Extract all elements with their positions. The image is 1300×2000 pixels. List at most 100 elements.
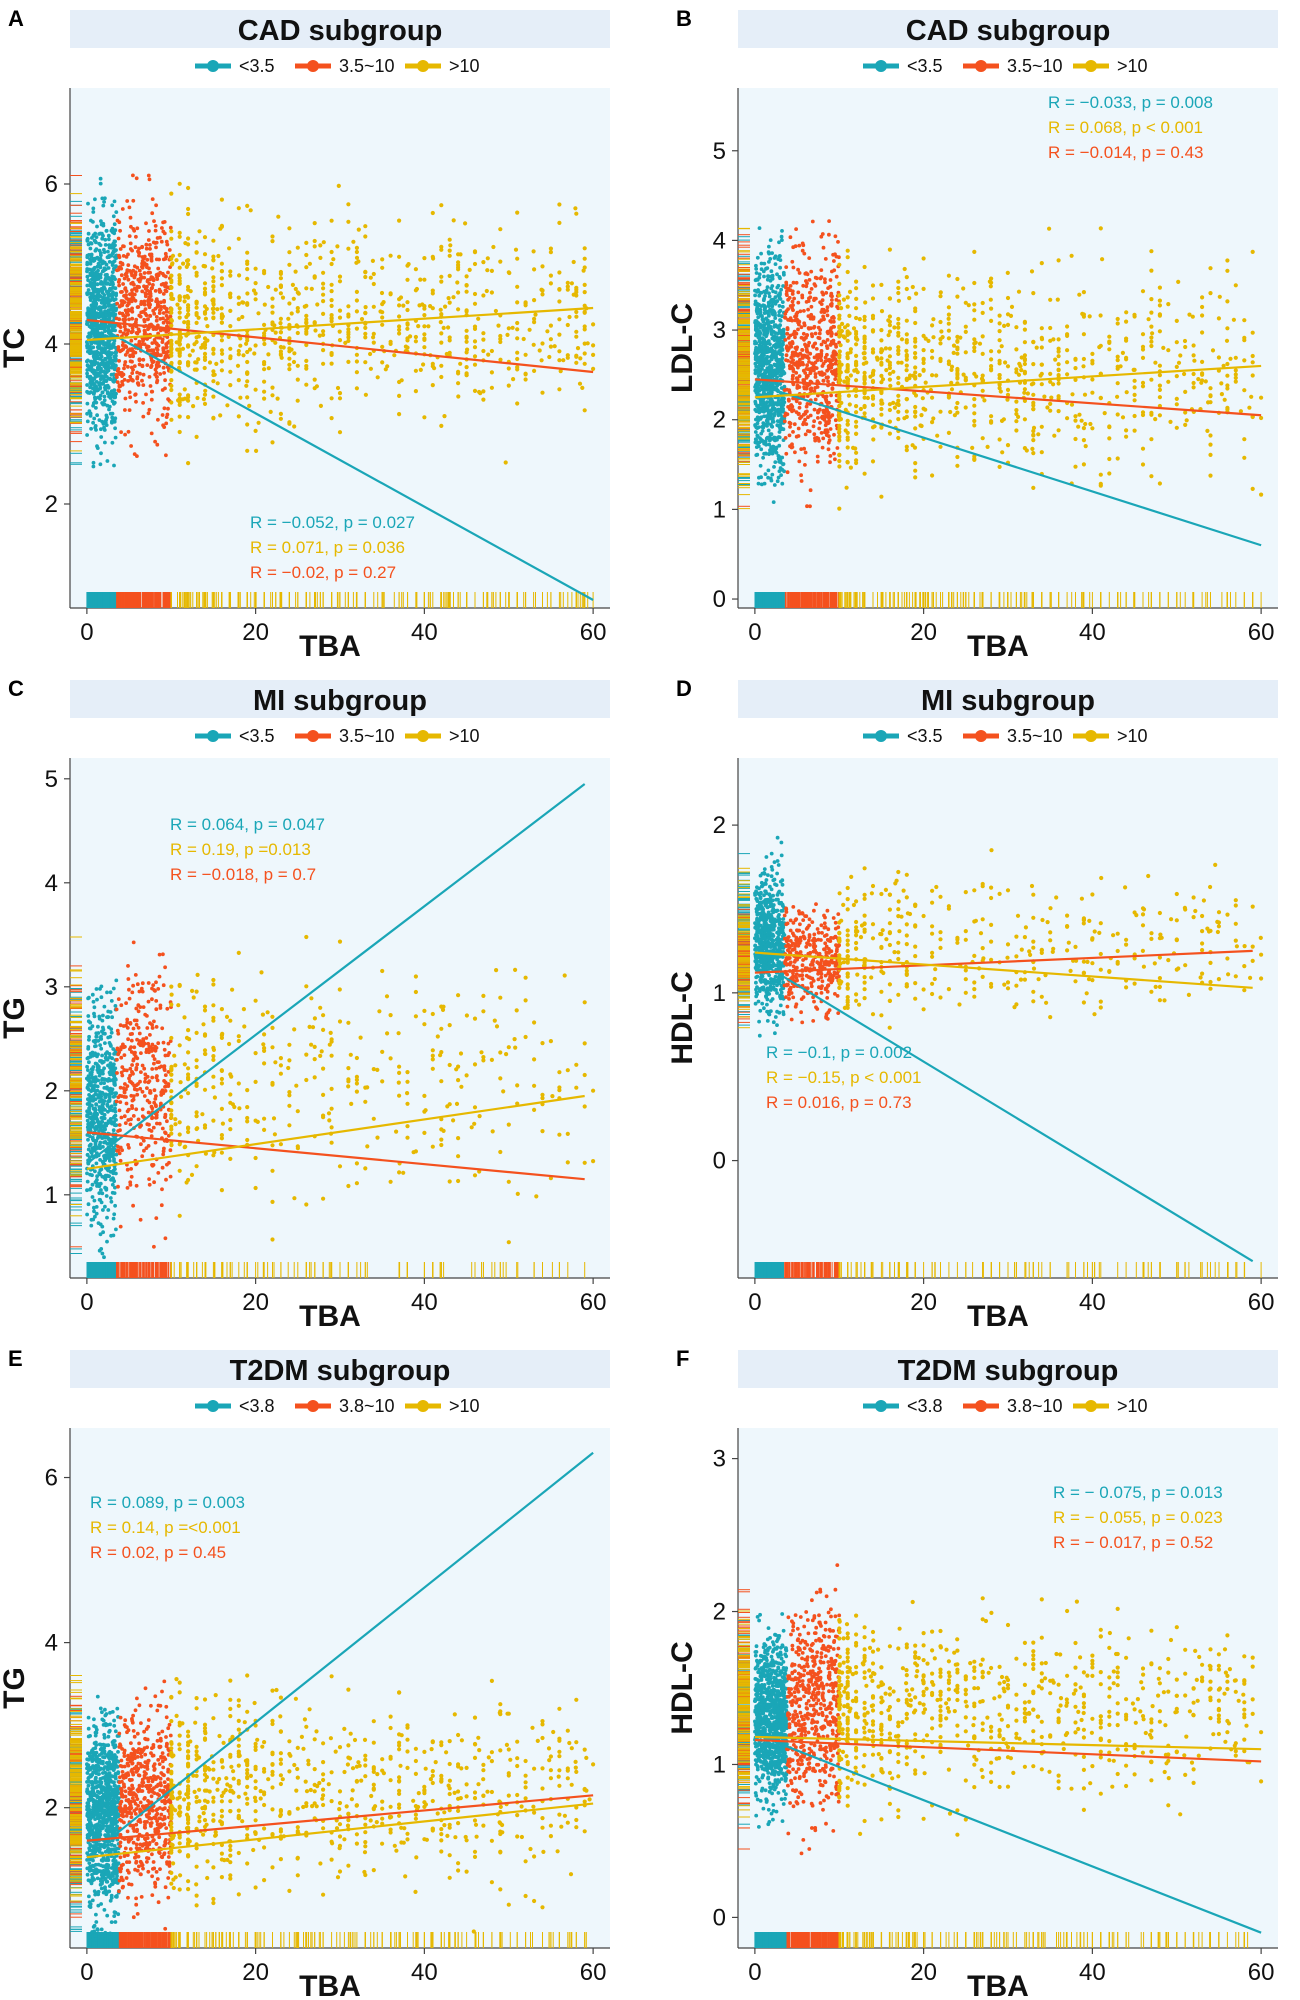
point	[275, 396, 280, 401]
point	[574, 353, 579, 358]
point	[126, 379, 130, 383]
point	[177, 315, 182, 320]
point	[582, 290, 587, 295]
point	[127, 205, 132, 210]
point	[228, 308, 233, 313]
point	[107, 260, 112, 264]
point	[496, 323, 501, 328]
point	[85, 291, 90, 296]
point	[100, 346, 104, 351]
point	[102, 250, 107, 255]
point	[151, 240, 156, 245]
point	[548, 323, 554, 328]
point	[211, 415, 216, 420]
point	[292, 351, 297, 356]
point	[85, 411, 89, 416]
point	[295, 309, 300, 314]
point	[219, 348, 224, 353]
point	[397, 254, 402, 259]
point	[481, 331, 486, 336]
point	[312, 221, 317, 226]
point	[371, 331, 376, 336]
point	[148, 384, 153, 388]
point	[337, 396, 343, 401]
point	[101, 422, 106, 426]
point	[557, 287, 562, 292]
point	[155, 236, 160, 240]
point	[154, 273, 159, 277]
point	[110, 307, 115, 312]
point	[153, 289, 158, 293]
point	[111, 290, 115, 294]
point	[141, 383, 146, 387]
point	[132, 364, 137, 368]
point	[90, 324, 95, 329]
point	[464, 289, 469, 294]
point	[552, 344, 557, 349]
point	[92, 258, 97, 263]
point	[582, 282, 587, 287]
point	[109, 346, 114, 350]
point	[122, 324, 127, 329]
point	[169, 378, 174, 383]
point	[245, 371, 250, 376]
point	[121, 317, 126, 322]
point	[346, 359, 351, 364]
point	[142, 275, 147, 280]
point	[155, 375, 159, 379]
point	[117, 220, 122, 225]
point	[169, 280, 174, 285]
point	[91, 206, 96, 211]
point	[196, 315, 201, 320]
point	[135, 305, 140, 309]
point	[146, 238, 151, 242]
point	[245, 276, 250, 281]
point	[194, 299, 199, 304]
point	[484, 288, 489, 294]
point	[380, 257, 385, 262]
point	[405, 322, 410, 327]
point	[160, 413, 165, 417]
point	[166, 397, 171, 401]
point	[354, 370, 359, 375]
point	[165, 335, 170, 339]
point	[219, 368, 224, 373]
point	[422, 313, 427, 318]
point	[85, 419, 90, 424]
point	[422, 415, 427, 420]
point	[103, 440, 107, 445]
point	[98, 251, 103, 256]
point	[321, 311, 326, 316]
point	[107, 404, 112, 409]
point	[129, 444, 134, 448]
point	[128, 359, 133, 364]
point	[219, 276, 224, 281]
point	[86, 306, 90, 311]
point	[122, 276, 127, 281]
point	[498, 259, 503, 264]
point	[177, 429, 182, 435]
point	[565, 280, 570, 285]
point	[378, 309, 383, 314]
point	[113, 350, 118, 355]
point	[262, 268, 267, 274]
point	[532, 298, 537, 303]
point	[112, 239, 117, 244]
point	[464, 283, 469, 288]
point	[186, 312, 191, 317]
point	[295, 398, 300, 403]
point	[133, 270, 138, 275]
point	[103, 237, 108, 242]
point	[93, 298, 98, 303]
point	[368, 275, 373, 280]
point	[92, 386, 96, 391]
point	[337, 391, 343, 396]
point	[145, 348, 150, 353]
point	[103, 299, 108, 304]
point	[117, 383, 122, 388]
point	[102, 398, 107, 403]
point	[575, 346, 581, 351]
point	[371, 271, 376, 277]
point	[304, 265, 309, 270]
point	[152, 219, 156, 224]
